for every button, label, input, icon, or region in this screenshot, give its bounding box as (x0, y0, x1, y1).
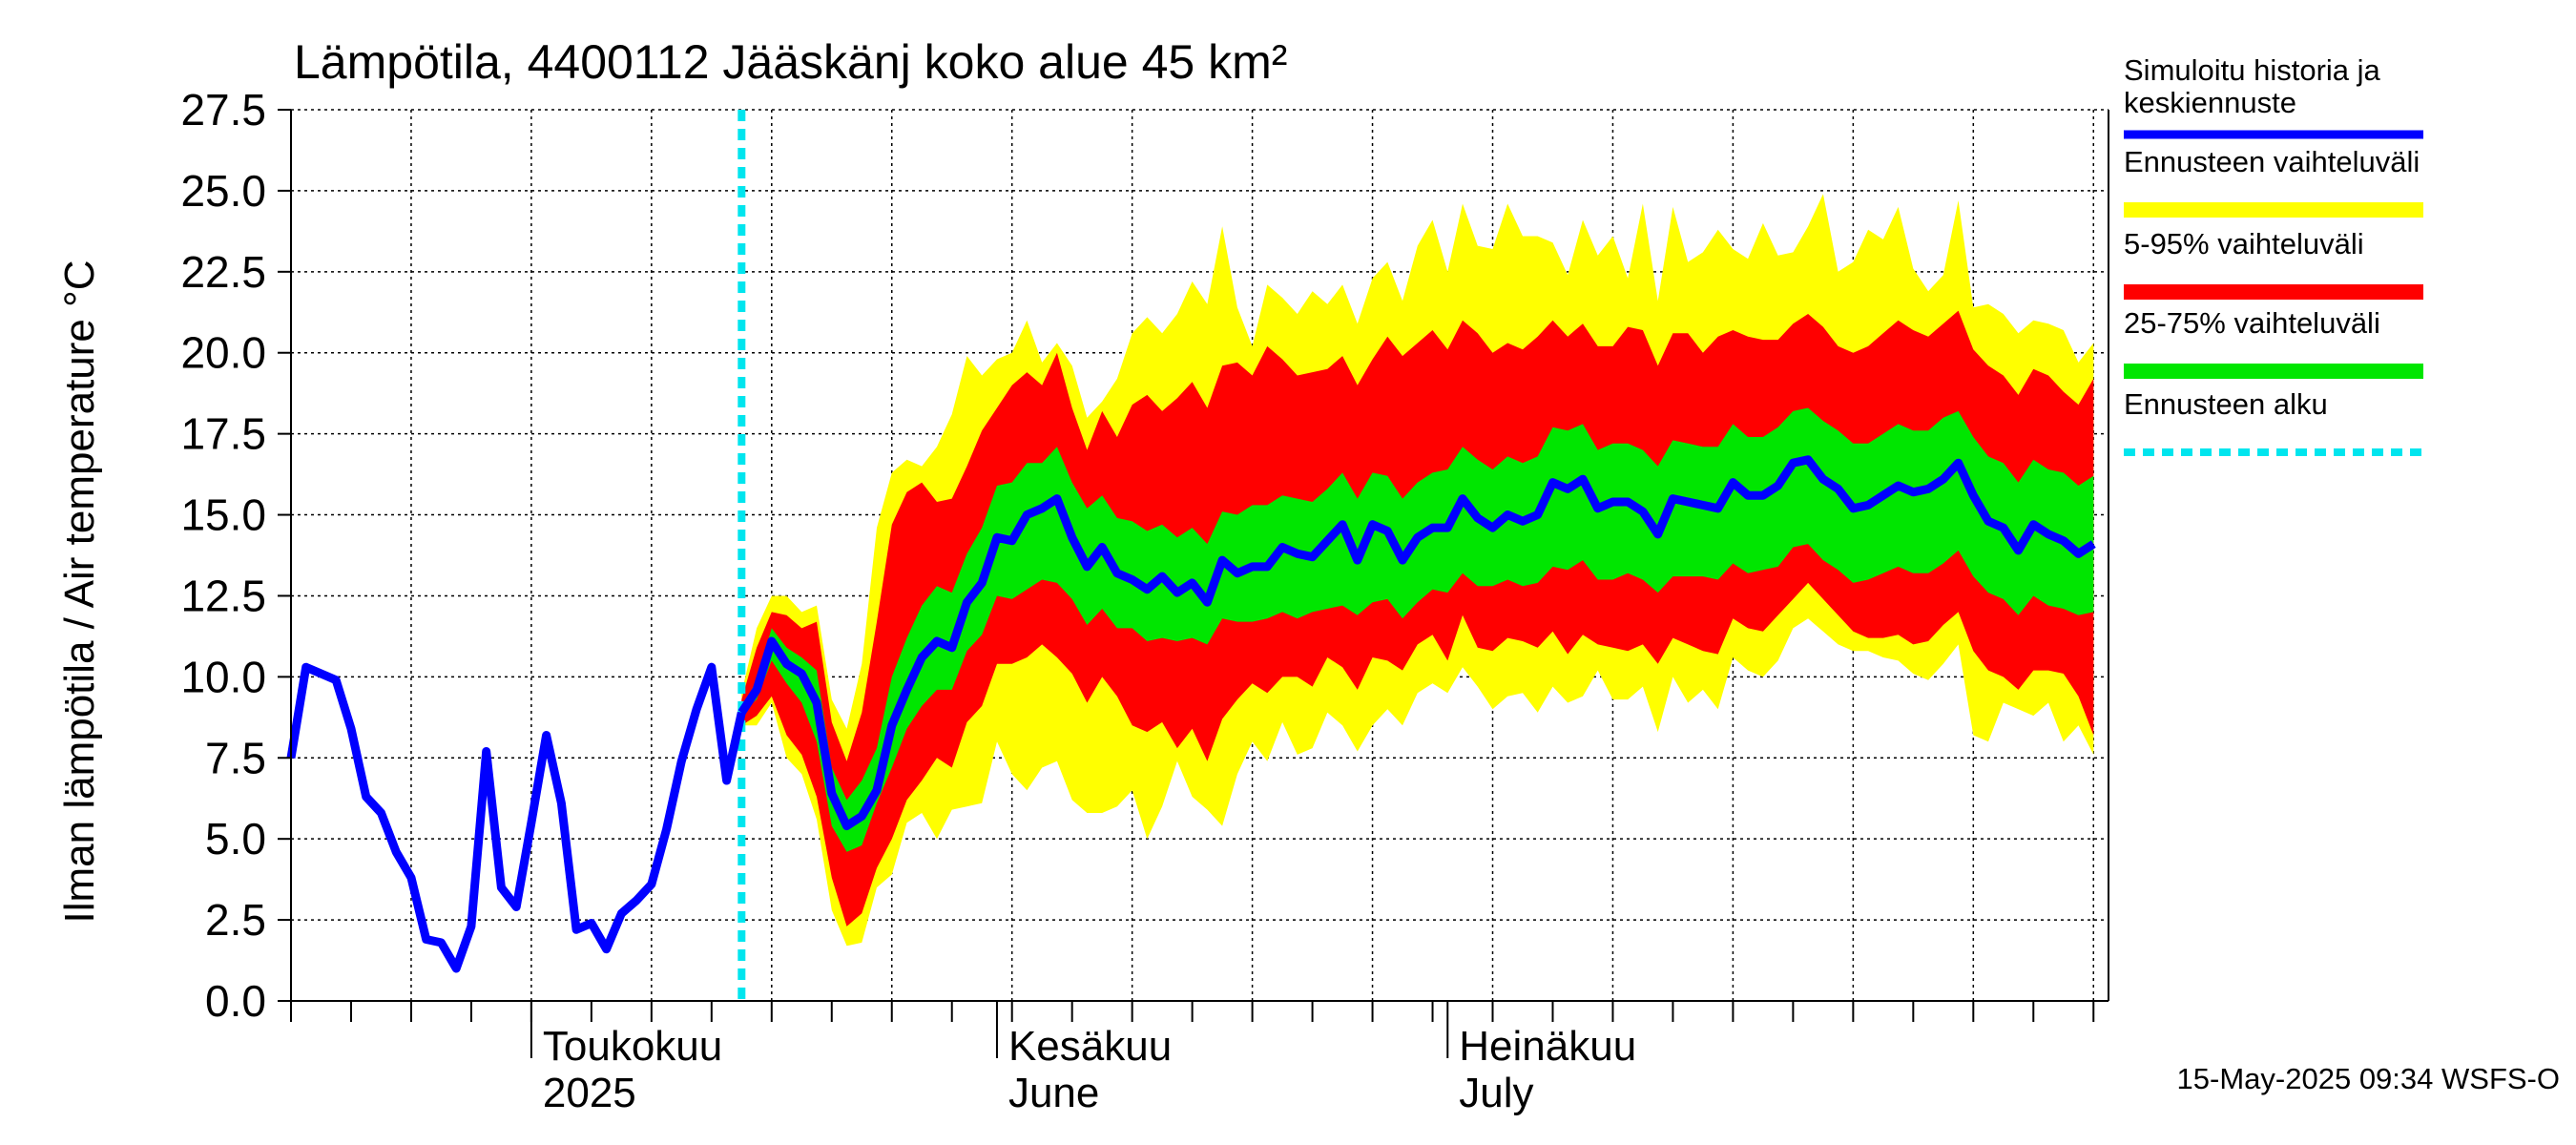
y-tick-label: 27.5 (180, 85, 266, 135)
x-month-sublabel: 2025 (543, 1070, 636, 1116)
forecast-bands (741, 194, 2094, 947)
x-month-label: Toukokuu (543, 1023, 722, 1070)
footer-timestamp: 15-May-2025 09:34 WSFS-O (2177, 1062, 2560, 1095)
chart-title: Lämpötila, 4400112 Jääskänj koko alue 45… (294, 35, 1287, 89)
legend-label: Ennusteen alku (2124, 387, 2328, 421)
y-tick-label: 2.5 (205, 895, 266, 945)
legend-label: Ennusteen vaihteluväli (2124, 145, 2420, 178)
x-month-label: Heinäkuu (1459, 1023, 1636, 1070)
x-month-label: Kesäkuu (1008, 1023, 1172, 1070)
y-tick-label: 5.0 (205, 814, 266, 864)
y-tick-label: 10.0 (180, 652, 266, 701)
forecast-mean-line (737, 455, 2096, 831)
y-tick-label: 0.0 (205, 976, 266, 1026)
y-tick-label: 25.0 (180, 166, 266, 216)
history-line (286, 662, 746, 973)
y-tick-label: 7.5 (205, 733, 266, 782)
y-tick-label: 12.5 (180, 571, 266, 620)
x-month-sublabel: June (1008, 1070, 1099, 1116)
axes: 0.0 2.5 5.0 7.5 10.0 12.5 15.0 17.5 20.0 22.5 25.0… (180, 85, 2109, 1116)
legend-label: 25-75% vaihteluväli (2124, 306, 2380, 340)
y-tick-label: 22.5 (180, 247, 266, 297)
y-axis-label: Ilman lämpötila / Air temperature °C (56, 260, 103, 924)
legend-label: 5-95% vaihteluväli (2124, 227, 2364, 260)
x-month-sublabel: July (1459, 1070, 1533, 1116)
y-tick-label: 17.5 (180, 409, 266, 459)
series-lines (286, 110, 2096, 1001)
y-tick-label: 15.0 (180, 490, 266, 540)
legend: Simuloitu historia ja keskiennuste Ennuste… (2124, 53, 2423, 456)
band-25-75 (741, 407, 2094, 852)
y-tick-label: 20.0 (180, 328, 266, 378)
legend-label: Simuloitu historia ja keskiennuste (2124, 53, 2381, 119)
